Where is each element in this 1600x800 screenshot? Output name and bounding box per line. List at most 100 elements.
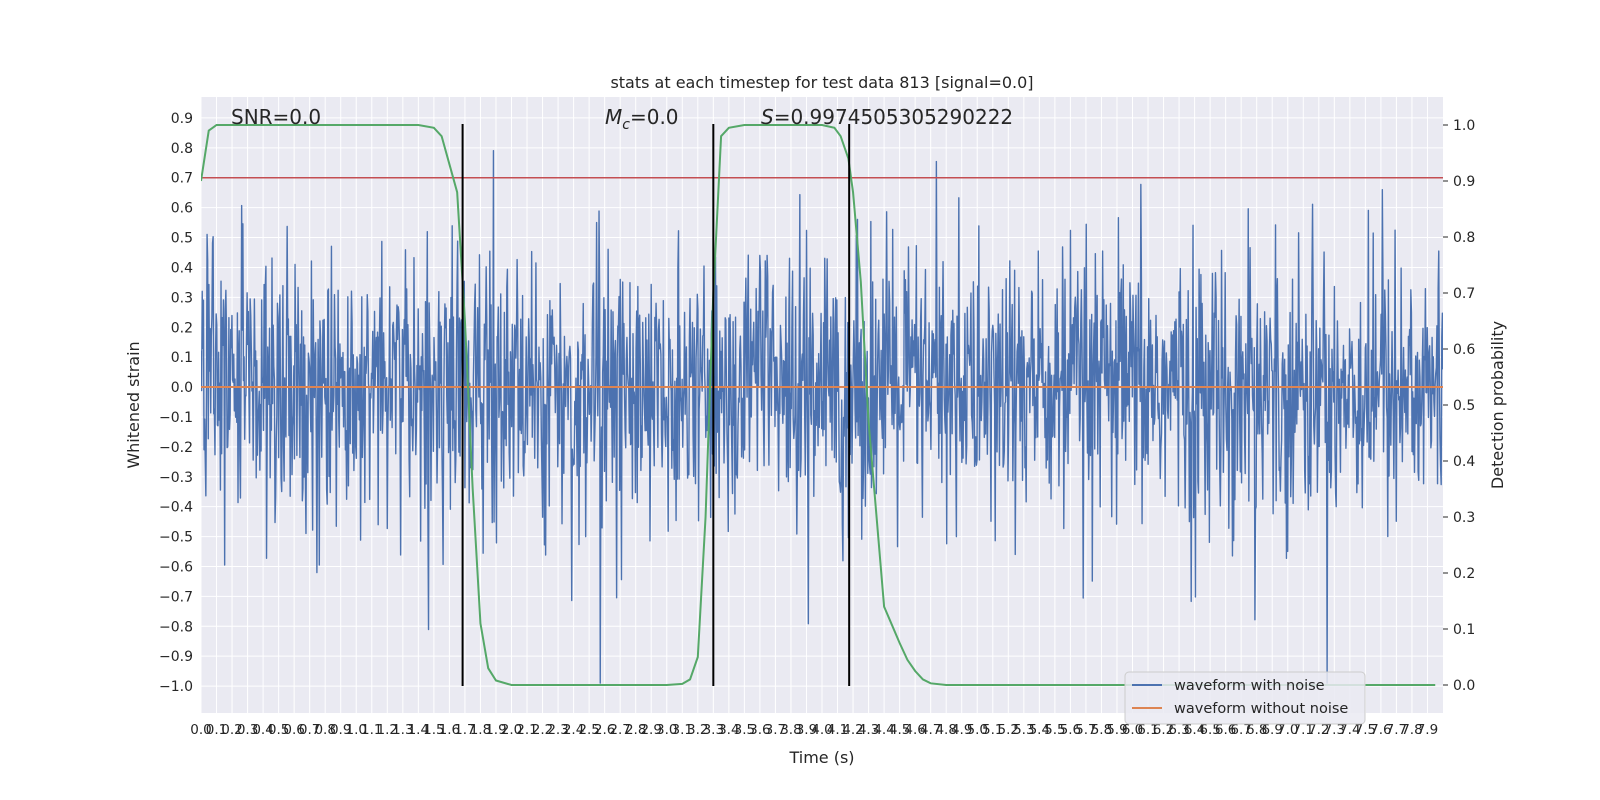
y-tick-left-label: −0.3	[159, 470, 193, 486]
x-tick-label: 7.3	[1324, 722, 1345, 738]
x-tick-label: 5.7	[1075, 722, 1096, 738]
x-tick-label: 0.1	[206, 722, 227, 738]
x-tick-label: 6.1	[1137, 722, 1158, 738]
x-tick-label: 1.9	[485, 722, 506, 738]
y-tick-left-label: 0.8	[171, 141, 193, 157]
x-tick-label: 4.3	[858, 722, 879, 738]
y-tick-left-label: −0.6	[159, 559, 193, 575]
x-tick-label: 6.8	[1246, 722, 1267, 738]
x-tick-label: 0.2	[221, 722, 242, 738]
y-tick-right-label: 0.7	[1453, 286, 1475, 302]
x-tick-label: 2.1	[516, 722, 537, 738]
x-tick-label: 2.2	[532, 722, 553, 738]
x-tick-label: 6.2	[1153, 722, 1174, 738]
x-tick-label: 3.9	[796, 722, 817, 738]
legend: waveform with noise waveform without noi…	[1124, 671, 1366, 725]
x-tick-label: 7.0	[1277, 722, 1298, 738]
x-tick-label: 2.5	[578, 722, 599, 738]
x-tick-label: 5.2	[998, 722, 1019, 738]
x-tick-label: 7.7	[1386, 722, 1407, 738]
x-tick-label: 5.4	[1029, 722, 1050, 738]
y-tick-right-label: 0.5	[1453, 398, 1475, 414]
x-tick-label: 7.8	[1401, 722, 1422, 738]
y-tick-left-label: −0.1	[159, 410, 193, 426]
y-tick-left-label: 0.7	[171, 171, 193, 187]
chirp-mass-value: =0.0	[630, 105, 679, 129]
x-tick-label: 3.2	[687, 722, 708, 738]
vertical-markers	[461, 124, 851, 686]
x-tick-label: 5.9	[1106, 722, 1127, 738]
x-tick-label: 5.6	[1060, 722, 1081, 738]
chirp-mass-subscript: c	[622, 117, 630, 133]
x-tick-label: 3.0	[656, 722, 677, 738]
y-tick-right-label: 0.1	[1453, 622, 1475, 638]
plot-area	[201, 124, 1443, 686]
y-tick-right-label: 0.3	[1453, 510, 1475, 526]
series-waveform-with-noise	[201, 149, 1443, 684]
x-tick-label: 4.2	[842, 722, 863, 738]
y-tick-left-label: −0.2	[159, 440, 193, 456]
x-tick-label: 3.6	[749, 722, 770, 738]
x-tick-label: 5.8	[1091, 722, 1112, 738]
y-tick-left-label: −0.9	[159, 649, 193, 665]
x-tick-label: 6.7	[1230, 722, 1251, 738]
y-tick-left-label: 0.1	[171, 350, 193, 366]
x-tick-label: 7.6	[1370, 722, 1391, 738]
legend-box	[1124, 671, 1366, 725]
y-tick-right-label: 0.0	[1453, 678, 1475, 694]
x-tick-label: 7.9	[1417, 722, 1438, 738]
x-tick-label: 2.0	[501, 722, 522, 738]
x-tick-label: 0.9	[330, 722, 351, 738]
y-tick-right-label: 0.8	[1453, 230, 1475, 246]
x-tick-label: 4.9	[951, 722, 972, 738]
x-tick-label: 1.6	[439, 722, 460, 738]
y-tick-left-label: 0.4	[171, 260, 193, 276]
x-tick-label: 7.1	[1293, 722, 1314, 738]
x-tick-label: 5.3	[1013, 722, 1034, 738]
x-tick-label: 5.0	[967, 722, 988, 738]
y-tick-left-label: 0.2	[171, 320, 193, 336]
x-tick-label: 3.5	[734, 722, 755, 738]
x-tick-label: 2.8	[625, 722, 646, 738]
x-tick-label: 1.5	[423, 722, 444, 738]
y-tick-right-label: 0.9	[1453, 174, 1475, 190]
x-tick-label: 1.2	[377, 722, 398, 738]
x-tick-label: 7.4	[1339, 722, 1360, 738]
chirp-mass-symbol: M	[605, 105, 622, 129]
y-axis-right: 1.0 0.9 0.8 0.7 0.6 0.5 0.4 0.3 0.2 0.1 0.0	[1443, 118, 1475, 694]
x-tick-label: 5.1	[982, 722, 1003, 738]
x-tick-label: 6.4	[1184, 722, 1205, 738]
x-tick-label: 0.6	[283, 722, 304, 738]
x-tick-label: 2.4	[563, 722, 584, 738]
y-tick-right-label: 0.2	[1453, 566, 1475, 582]
x-axis: 0.00.10.20.30.40.50.60.70.80.91.01.11.21…	[190, 722, 1438, 738]
x-tick-label: 0.8	[314, 722, 335, 738]
x-tick-label: 4.8	[935, 722, 956, 738]
x-tick-label: 6.6	[1215, 722, 1236, 738]
x-tick-label: 7.5	[1355, 722, 1376, 738]
y-tick-left-label: −1.0	[159, 679, 193, 695]
y-tick-left-label: 0.5	[171, 231, 193, 247]
x-tick-label: 2.7	[609, 722, 630, 738]
x-tick-label: 3.1	[672, 722, 693, 738]
x-tick-label: 0.3	[237, 722, 258, 738]
y-tick-left-label: −0.8	[159, 619, 193, 635]
x-tick-label: 2.3	[547, 722, 568, 738]
x-tick-label: 4.4	[873, 722, 894, 738]
x-tick-label: 1.4	[408, 722, 429, 738]
x-tick-label: 1.8	[470, 722, 491, 738]
series-detection-probability	[201, 124, 1436, 686]
x-tick-label: 0.7	[299, 722, 320, 738]
x-tick-label: 2.9	[640, 722, 661, 738]
y-tick-right-label: 1.0	[1453, 118, 1475, 134]
x-tick-label: 1.1	[361, 722, 382, 738]
y-tick-left-label: −0.5	[159, 530, 193, 546]
x-tick-label: 0.0	[190, 722, 211, 738]
chart-title: stats at each timestep for test data 813…	[610, 73, 1033, 92]
x-tick-label: 4.0	[811, 722, 832, 738]
legend-label-waveform-without-noise: waveform without noise	[1174, 701, 1348, 717]
y-tick-left-label: 0.3	[171, 290, 193, 306]
y-tick-left-label: 0.0	[171, 380, 193, 396]
score-value: =0.9974505305290222	[774, 105, 1013, 129]
y-tick-right-label: 0.6	[1453, 342, 1475, 358]
